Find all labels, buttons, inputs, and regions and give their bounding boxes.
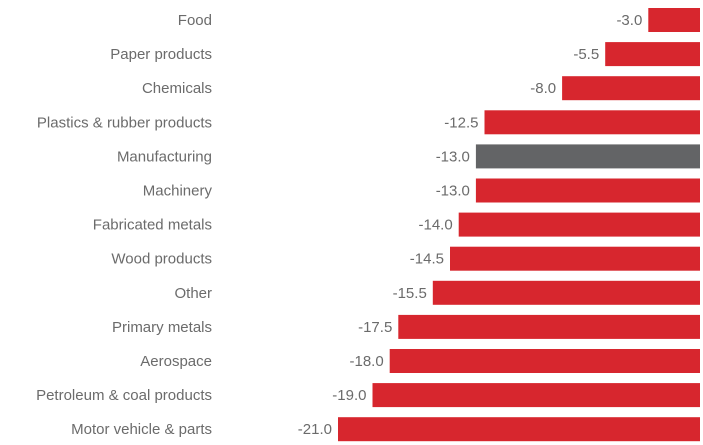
bar-motor-vehicle-and-parts <box>338 417 700 442</box>
value-label-wood-products: -14.5 <box>410 251 444 268</box>
value-label-food: -3.0 <box>616 12 642 29</box>
bar-paper-products <box>605 42 700 67</box>
value-label-fabricated-metals: -14.0 <box>418 217 452 234</box>
value-label-aerospace: -18.0 <box>349 353 383 370</box>
category-labels-group: Food Paper products Chemicals Plastics & ru… <box>36 12 212 438</box>
bar-machinery <box>475 178 700 203</box>
value-label-primary-metals: -17.5 <box>358 319 392 336</box>
category-label-petroleum-and-coal-products: Petroleum & coal products <box>36 387 212 404</box>
value-label-motor-vehicle-and-parts: -21.0 <box>298 421 332 438</box>
bar-other <box>432 280 700 305</box>
value-labels-group: -3.0 -5.5 -8.0 -12.5 -13.0 -13.0 -14.0 -14.5 -15… <box>298 12 643 438</box>
value-label-petroleum-and-coal-products: -19.0 <box>332 387 366 404</box>
value-label-machinery: -13.0 <box>436 183 470 200</box>
category-label-machinery: Machinery <box>143 183 213 200</box>
category-label-chemicals: Chemicals <box>142 80 212 97</box>
bars-group <box>338 8 700 442</box>
category-label-food: Food <box>178 12 212 29</box>
bar-plastics-and-rubber-products <box>484 110 700 135</box>
bar-chemicals <box>562 76 700 101</box>
category-label-other: Other <box>174 285 212 302</box>
category-label-motor-vehicle-and-parts: Motor vehicle & parts <box>71 421 212 438</box>
value-label-other: -15.5 <box>393 285 427 302</box>
value-label-chemicals: -8.0 <box>530 80 556 97</box>
category-label-manufacturing: Manufacturing <box>117 148 212 165</box>
bar-wood-products <box>450 246 700 271</box>
value-label-paper-products: -5.5 <box>573 46 599 63</box>
bar-petroleum-and-coal-products <box>372 383 700 408</box>
bar-fabricated-metals <box>458 212 700 237</box>
category-label-paper-products: Paper products <box>110 46 212 63</box>
bar-aerospace <box>389 349 700 373</box>
category-label-aerospace: Aerospace <box>140 353 212 370</box>
value-label-plastics-and-rubber-products: -12.5 <box>444 114 478 131</box>
bar-primary-metals <box>398 314 700 339</box>
bar-food <box>648 8 700 32</box>
category-label-wood-products: Wood products <box>111 251 212 268</box>
category-label-primary-metals: Primary metals <box>112 319 212 336</box>
category-label-fabricated-metals: Fabricated metals <box>93 217 212 234</box>
bar-manufacturing <box>475 144 700 169</box>
value-label-manufacturing: -13.0 <box>436 148 470 165</box>
category-label-plastics-and-rubber-products: Plastics & rubber products <box>37 114 212 131</box>
